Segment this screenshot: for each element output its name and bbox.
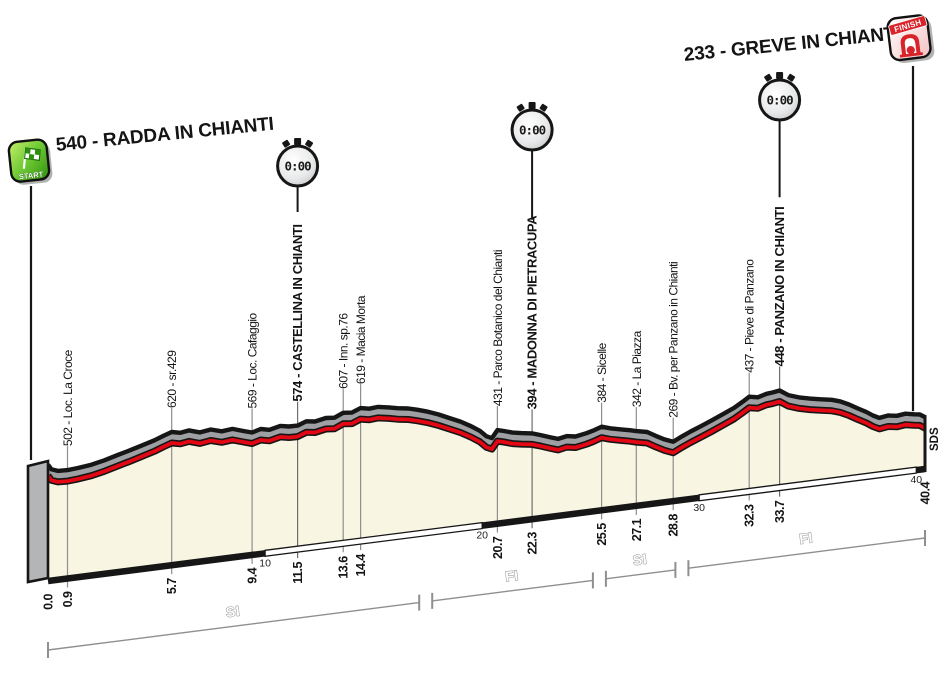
province-bracket: FI bbox=[687, 529, 926, 577]
svg-text:0:00: 0:00 bbox=[519, 123, 546, 138]
waypoint-label: 448 - PANZANO IN CHIANTI bbox=[772, 207, 787, 367]
province-bracket: SI bbox=[604, 550, 677, 587]
waypoint-label: 619 - Macia Morta bbox=[354, 295, 368, 384]
red-route-line bbox=[46, 399, 926, 484]
axis-marker: 20 bbox=[476, 530, 488, 542]
km-tick-label: 11.5 bbox=[291, 562, 305, 584]
scale-bar-dark bbox=[481, 494, 700, 529]
km-tick-label: 28.8 bbox=[667, 514, 681, 537]
scale-bar-light bbox=[698, 466, 917, 502]
waypoint-label: 620 - sr.429 bbox=[165, 350, 179, 408]
timecheck-stopwatch-icon: 0:00 bbox=[758, 72, 802, 122]
waypoint-label: 502 - Loc. La Croce bbox=[61, 349, 75, 446]
km-tick-label: 9.4 bbox=[246, 567, 260, 583]
axis-marker: 30 bbox=[693, 502, 705, 514]
road-band bbox=[48, 390, 925, 482]
waypoint-label: 574 - CASTELLINA IN CHIANTI bbox=[290, 224, 305, 401]
waypoint-label: 437 - Pieve di Panzano bbox=[743, 259, 757, 373]
province-label: SI bbox=[632, 551, 648, 569]
km-tick-label: 33.7 bbox=[773, 500, 787, 523]
km-tick-label: 22.3 bbox=[526, 532, 540, 555]
waypoint-label: 607 - Inn. sp.76 bbox=[337, 313, 351, 389]
axis-marker: 10 bbox=[259, 557, 271, 569]
km-tick-label: 25.5 bbox=[595, 523, 609, 546]
brand-mark: SDS bbox=[929, 427, 941, 451]
scale-bar-dark bbox=[47, 550, 266, 585]
province-label: FI bbox=[798, 529, 813, 547]
km-tick-label: 32.3 bbox=[743, 504, 757, 527]
km-tick-label: 0.0 bbox=[42, 593, 56, 609]
scale-bar-dark bbox=[915, 465, 926, 474]
timecheck-stopwatch-icon: 0:00 bbox=[276, 138, 320, 188]
province-bracket: FI bbox=[431, 566, 594, 609]
km-tick-label: 14.4 bbox=[354, 554, 368, 577]
start-flag-icon: START bbox=[7, 138, 53, 185]
profile-area-fill bbox=[48, 401, 925, 581]
km-tick-label: 13.6 bbox=[337, 556, 351, 579]
province-bracket: SI bbox=[47, 594, 421, 658]
finish-flag-icon: FINISH bbox=[886, 14, 935, 64]
svg-text:0:00: 0:00 bbox=[285, 159, 312, 174]
km-tick-label: 5.7 bbox=[165, 578, 179, 594]
waypoint-label: 342 - La Piazza bbox=[630, 330, 644, 407]
start-icon: START bbox=[6, 137, 54, 194]
waypoint-label: 431 - Parco Botanico del Chianti bbox=[491, 250, 505, 406]
timecheck-stopwatch-icon: 0:00 bbox=[510, 102, 554, 152]
waypoint-label: 569 - Loc. Cafaggio bbox=[246, 312, 260, 408]
waypoint-label: 269 - Bv. per Panzano in Chianti bbox=[667, 262, 681, 418]
km-tick-label: 20.7 bbox=[491, 536, 505, 559]
km-tick-label: 27.1 bbox=[630, 518, 644, 541]
finish-icon: FINISH bbox=[885, 10, 937, 71]
province-label: SI bbox=[225, 603, 241, 621]
start-badge-text: START bbox=[18, 170, 44, 182]
axis-marker: 40 bbox=[910, 474, 922, 486]
km-tick-label: 0.9 bbox=[61, 591, 75, 607]
km-tick-label: 40.4 bbox=[919, 481, 933, 504]
profile-top-edge bbox=[46, 388, 926, 474]
waypoint-label: 394 - MADONNA DI PIETRACUPA bbox=[525, 215, 540, 410]
scale-bar-light bbox=[264, 521, 483, 558]
province-label: FI bbox=[504, 567, 519, 585]
waypoint-label: 384 - Sicelle bbox=[595, 342, 609, 402]
svg-text:0:00: 0:00 bbox=[767, 93, 794, 108]
left-wall bbox=[26, 459, 50, 584]
